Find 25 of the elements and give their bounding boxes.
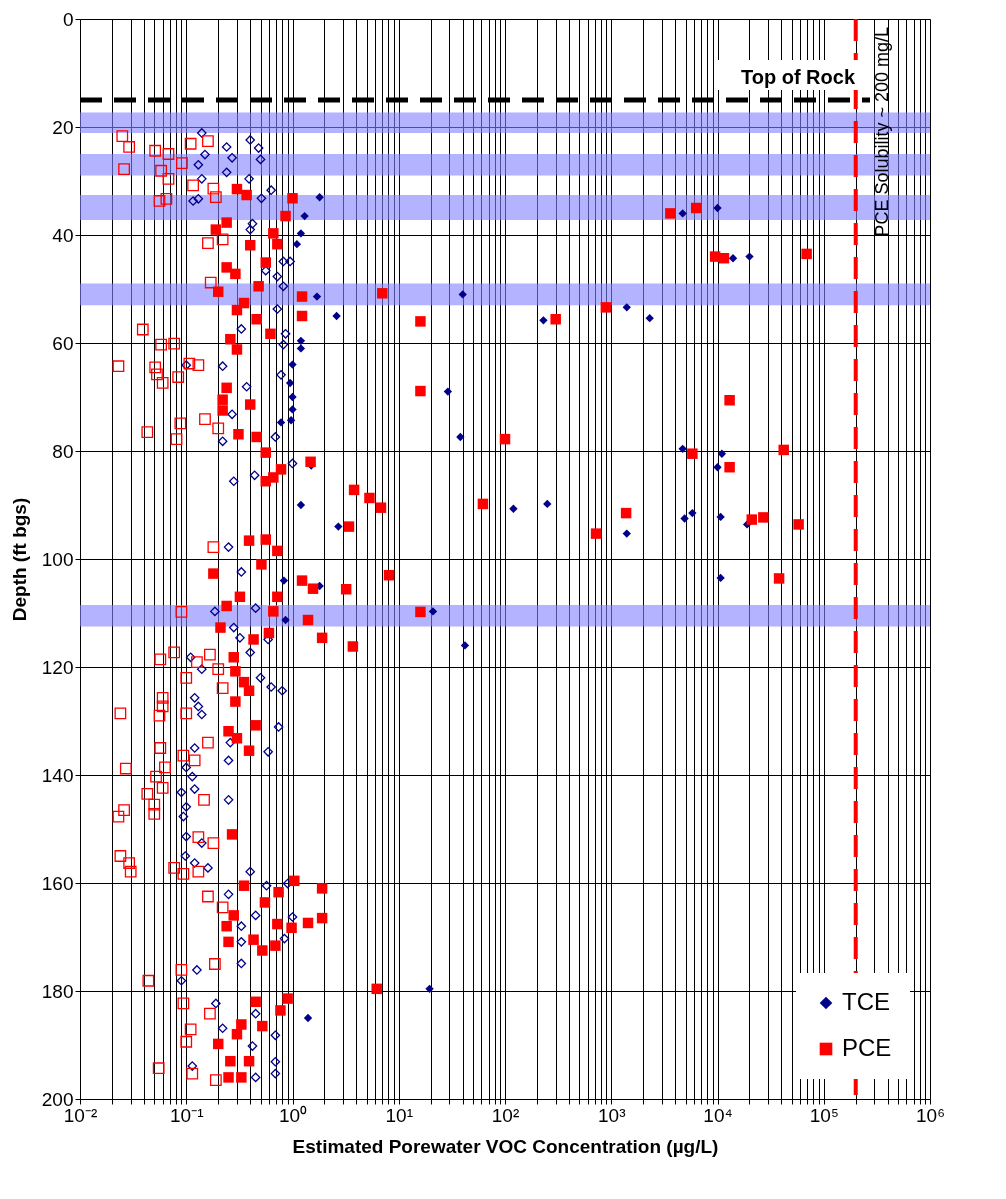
x-axis-title: Estimated Porewater VOC Concentration (µg/L)	[292, 1135, 719, 1157]
y-tick-label: 180	[41, 980, 74, 1002]
y-tick-label: 160	[41, 872, 74, 894]
x-tick-label: 10¹	[385, 1104, 413, 1126]
y-tick-label: 80	[52, 440, 74, 462]
y-axis-title: Depth (ft bgs)	[8, 497, 30, 622]
x-tick-label: 10⁶	[916, 1104, 945, 1126]
y-tick-label: 40	[52, 224, 74, 246]
legend-label: TCE	[842, 988, 890, 1015]
x-tick-label: 10⁻¹	[170, 1104, 204, 1126]
x-tick-label: 10²	[491, 1104, 520, 1126]
x-tick-label: 10⁵	[809, 1104, 839, 1126]
y-tick-label: 120	[41, 656, 74, 678]
x-tick-label: 10³	[598, 1104, 626, 1126]
ref-line-label: PCE Solubility ~ 200 mg/L	[871, 27, 892, 237]
ref-line-label: Top of Rock	[740, 66, 856, 88]
y-tick-label: 0	[62, 8, 74, 30]
y-tick-label: 200	[41, 1088, 74, 1110]
legend-label: PCE	[842, 1034, 892, 1061]
y-tick-label: 60	[52, 332, 74, 354]
x-tick-label: 10⁴	[703, 1104, 733, 1126]
y-tick-label: 100	[41, 548, 74, 570]
x-tick-label: 10⁰	[278, 1104, 308, 1126]
y-tick-label: 20	[52, 116, 74, 138]
y-tick-label: 140	[41, 764, 74, 786]
